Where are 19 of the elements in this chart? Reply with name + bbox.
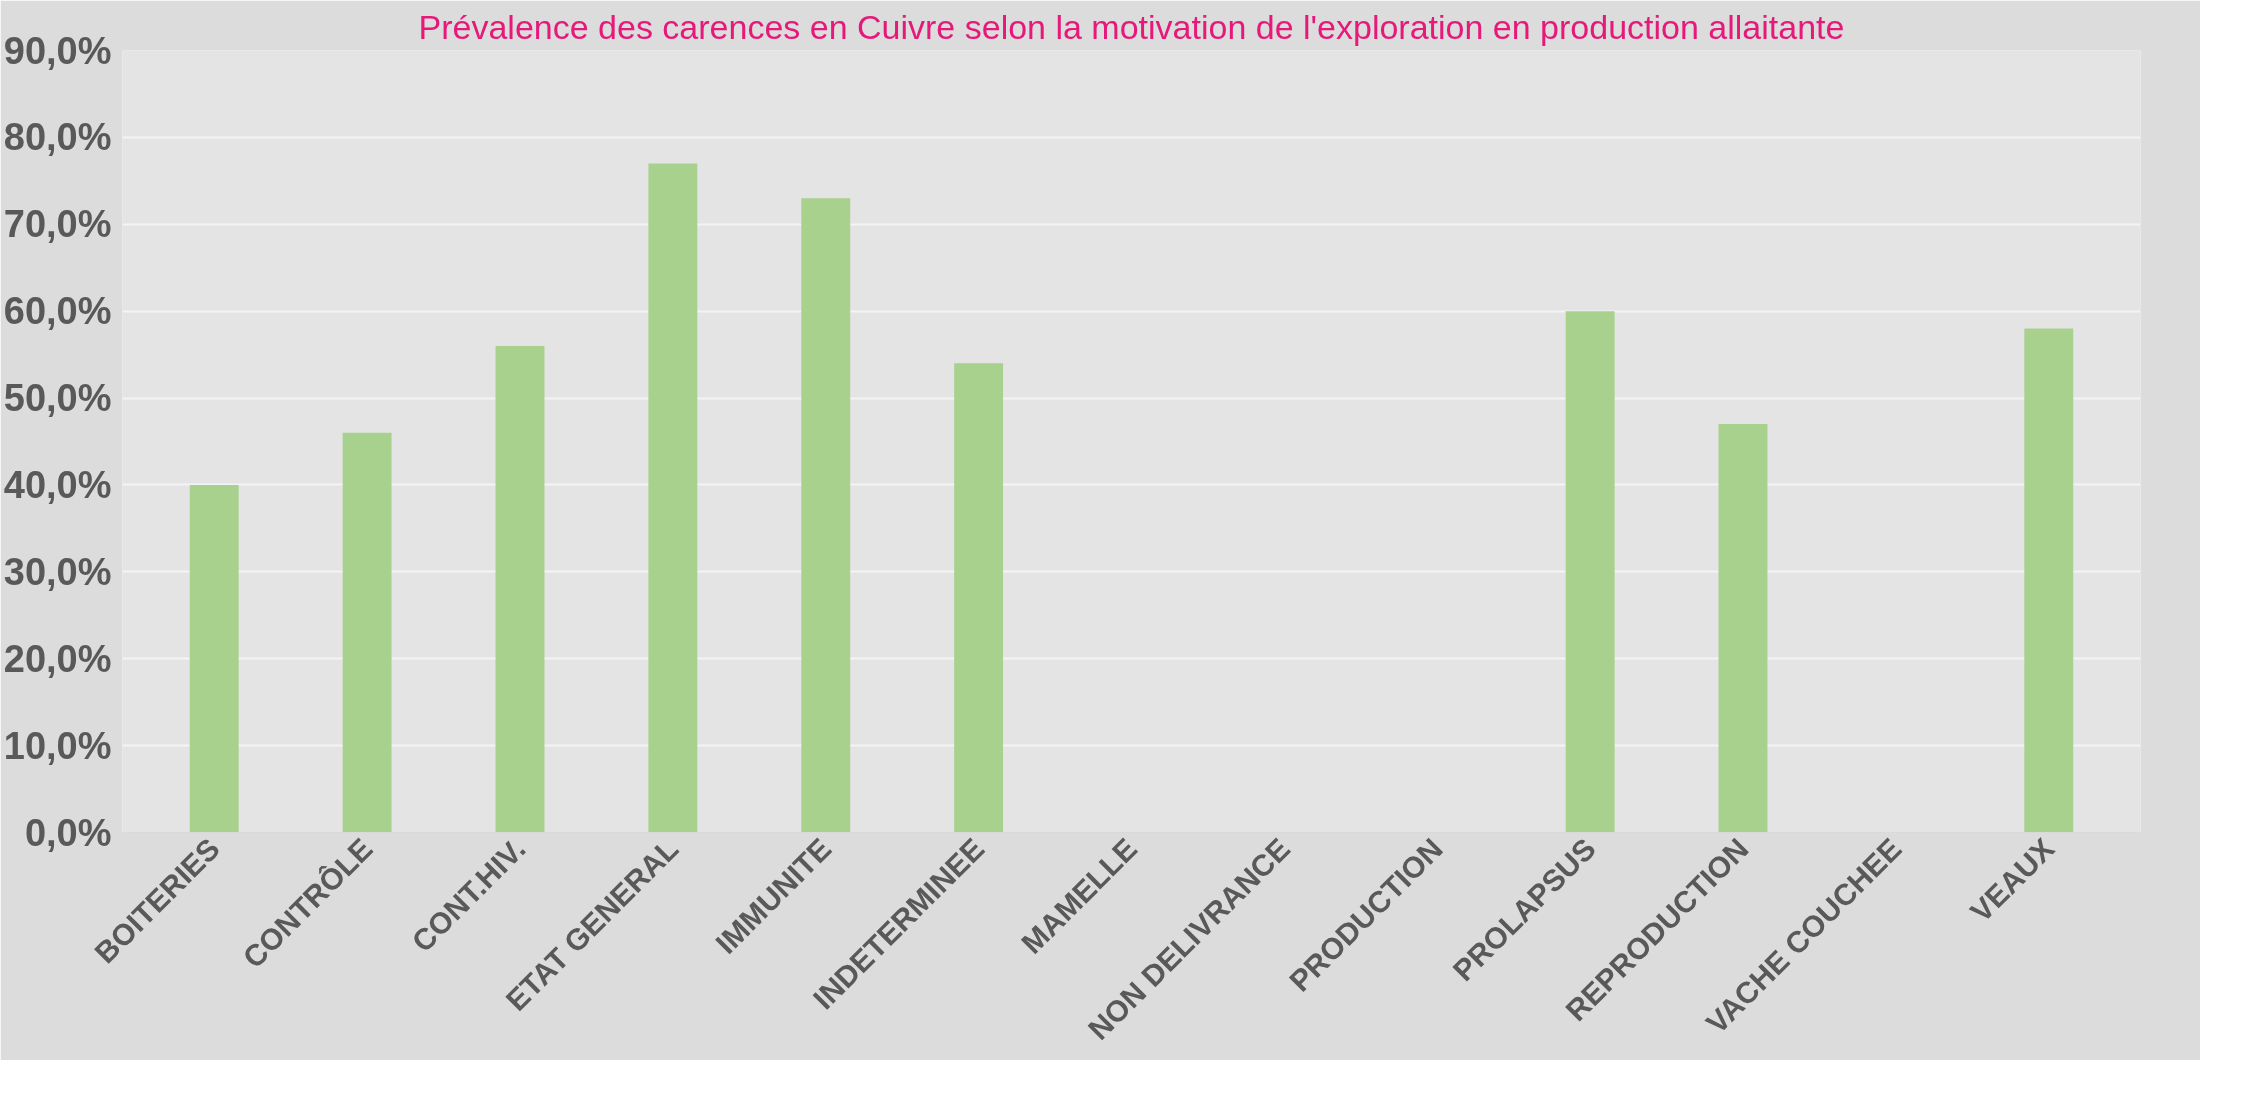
bar	[342, 432, 392, 833]
y-tick-label: 80,0%	[3, 116, 112, 159]
y-tick-label: 40,0%	[3, 463, 112, 506]
y-tick-label: 50,0%	[3, 377, 112, 420]
bar	[801, 198, 851, 833]
y-tick-label: 20,0%	[3, 637, 112, 680]
y-tick-label: 30,0%	[3, 550, 112, 593]
chart-title: Prévalence des carences en Cuivre selon la motivation de l'exploration en production allaitante	[418, 7, 1845, 46]
y-tick-label: 10,0%	[3, 724, 112, 767]
bar	[954, 363, 1004, 833]
bar	[648, 163, 698, 833]
bar	[1718, 424, 1768, 833]
bar	[1565, 311, 1615, 833]
bar	[2024, 328, 2074, 833]
y-tick-label: 70,0%	[3, 203, 112, 246]
bar	[495, 345, 545, 833]
bar	[189, 484, 239, 833]
y-tick-label: 60,0%	[3, 290, 112, 333]
y-tick-label: 90,0%	[3, 29, 112, 72]
